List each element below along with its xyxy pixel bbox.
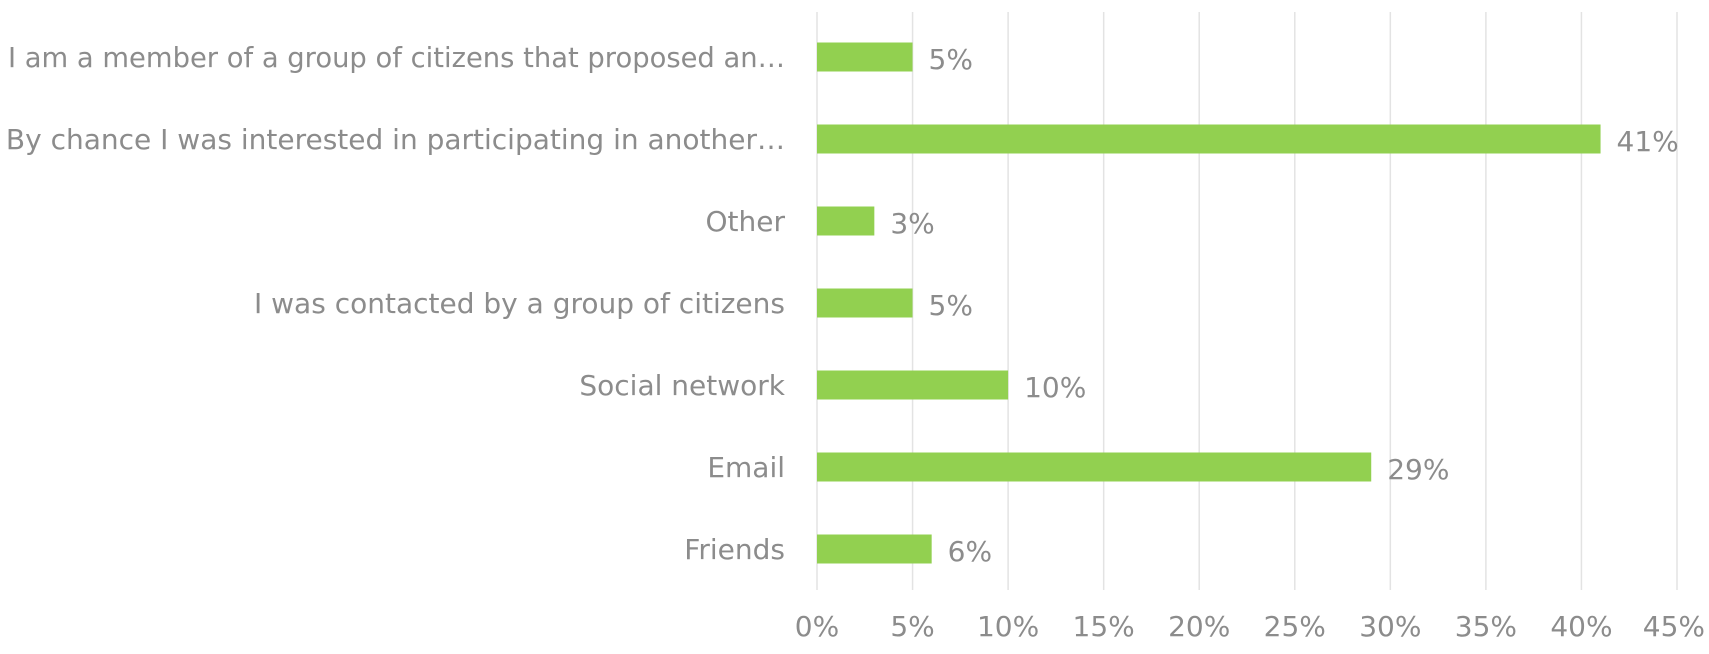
bar [817,206,875,236]
data-label: 5% [929,289,973,322]
bars [817,42,1601,564]
data-label: 3% [890,207,934,240]
data-labels: 5% 41% 3% 5% 10% 29% 6% [890,43,1678,568]
category-labels: I am a member of a group of citizens tha… [6,41,786,566]
bar [817,42,913,72]
x-tick-label: 25% [1264,610,1326,643]
bar [817,370,1009,400]
x-tick-label: 0% [795,610,839,643]
x-tick-label: 45% [1643,610,1705,643]
category-label: Friends [684,533,785,566]
bar [817,452,1372,482]
x-tick-label: 20% [1168,610,1230,643]
x-tick-label: 30% [1359,610,1421,643]
category-label: I was contacted by a group of citizens [254,287,785,320]
category-label: I am a member of a group of citizens tha… [8,41,785,74]
x-tick-label: 15% [1073,610,1135,643]
category-label: By chance I was interested in participat… [6,123,785,156]
bar [817,124,1601,154]
x-tick-label: 10% [977,610,1039,643]
category-label: Email [707,451,785,484]
category-label: Other [705,205,785,238]
data-label: 10% [1024,371,1086,404]
x-tick-label: 35% [1455,610,1517,643]
bar [817,534,932,564]
x-tick-label: 5% [890,610,934,643]
data-label: 29% [1387,453,1449,486]
category-label: Social network [579,369,785,402]
x-tick-label: 40% [1550,610,1612,643]
data-label: 41% [1617,125,1679,158]
gridlines [816,12,1678,590]
data-label: 5% [929,43,973,76]
x-axis-tick-labels: 0% 5% 10% 15% 20% 25% 30% 35% 40% 45% [795,610,1705,643]
bar [817,288,913,318]
data-label: 6% [948,535,992,568]
